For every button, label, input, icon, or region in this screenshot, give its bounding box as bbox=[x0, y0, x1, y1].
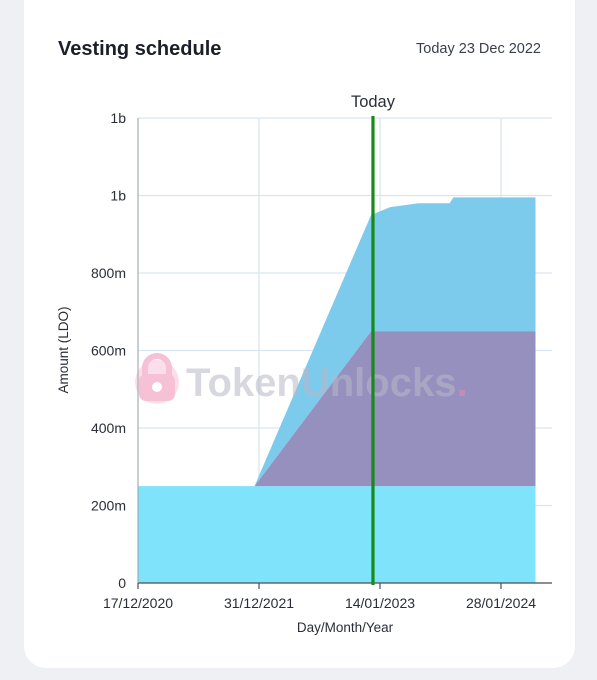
today-marker: Today bbox=[351, 93, 396, 585]
y-tick-label: 800m bbox=[91, 265, 126, 281]
y-tick-label: 1b bbox=[110, 188, 126, 204]
today-date: Today 23 Dec 2022 bbox=[416, 41, 541, 57]
watermark-lock-icon bbox=[135, 353, 179, 404]
y-tick-labels: 0 200m 400m 600m 800m 1b 1b bbox=[91, 110, 126, 591]
chart-axes bbox=[137, 118, 552, 589]
x-tick-label: 28/01/2024 bbox=[466, 595, 536, 611]
card-title: Vesting schedule bbox=[58, 38, 222, 60]
x-tick-label: 14/01/2023 bbox=[345, 595, 415, 611]
tokenunlocks-watermark: TokenUnlocks. bbox=[135, 353, 468, 405]
today-label: Today bbox=[351, 93, 396, 111]
y-tick-label: 1b bbox=[110, 110, 126, 126]
y-tick-label: 0 bbox=[118, 575, 126, 591]
area-series-1 bbox=[138, 486, 536, 583]
y-tick-label: 600m bbox=[91, 343, 126, 359]
y-tick-label: 400m bbox=[91, 420, 126, 436]
x-axis-label: Day/Month/Year bbox=[297, 620, 394, 635]
x-tick-label: 17/12/2020 bbox=[103, 595, 173, 611]
x-tick-label: 31/12/2021 bbox=[224, 595, 294, 611]
area-series-3 bbox=[138, 197, 536, 487]
area-series-2 bbox=[138, 331, 536, 487]
watermark-text: TokenUnlocks. bbox=[186, 361, 468, 405]
x-tick-labels: 17/12/2020 31/12/2021 14/01/2023 28/01/2024 bbox=[103, 595, 536, 611]
y-axis-label: Amount (LDO) bbox=[56, 306, 71, 393]
y-tick-label: 200m bbox=[91, 498, 126, 514]
chart-areas bbox=[138, 197, 536, 583]
